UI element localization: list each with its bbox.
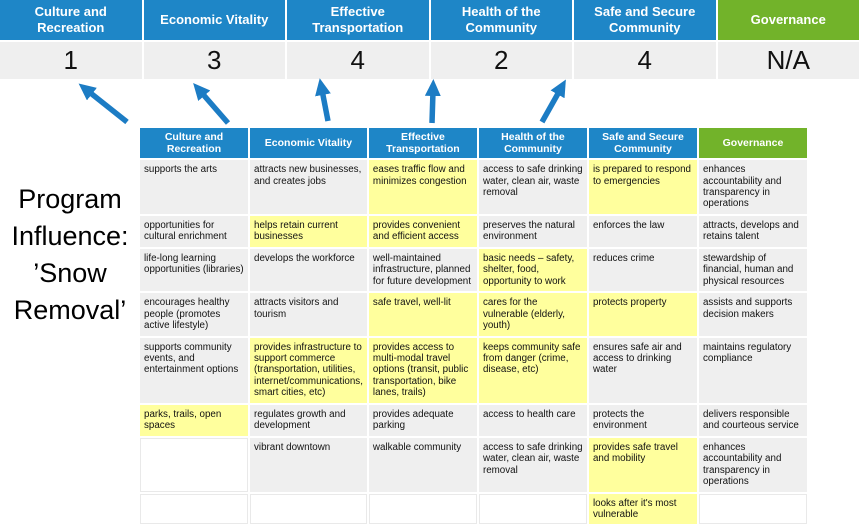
arrow-economic-icon [201,92,228,123]
influence-arrows [0,78,859,130]
matrix-cell-r1-c5: is prepared to respond to emergencies [589,160,697,214]
matrix-cell-r6-c3: provides adequate parking [369,405,477,436]
matrix-header-4: Safe and Secure Community [589,128,697,158]
matrix-cell-r8-c1 [140,494,248,524]
matrix-cell-r2-c2: helps retain current businesses [250,216,367,247]
matrix-cell-r5-c4: keeps community safe from danger (crime,… [479,338,587,403]
matrix-header-0: Culture and Recreation [140,128,248,158]
matrix-cell-r4-c6: assists and supports decision makers [699,293,807,335]
matrix-cell-r1-c2: attracts new businesses, and creates job… [250,160,367,214]
matrix-header-5: Governance [699,128,807,158]
program-title-line-0: Program [0,181,140,218]
matrix-cell-r5-c1: supports community events, and entertain… [140,338,248,403]
scoreboard-header-4: Safe and Secure Community [574,0,716,40]
matrix-cell-r3-c2: develops the workforce [250,249,367,291]
matrix-cell-r2-c4: preserves the natural environment [479,216,587,247]
matrix-cell-r6-c5: protects the environment [589,405,697,436]
scoreboard-header-3: Health of the Community [431,0,573,40]
matrix-header-2: Effective Transportation [369,128,477,158]
scoreboard-header-1: Economic Vitality [144,0,286,40]
arrow-safe-icon [542,90,560,122]
matrix-cell-r6-c2: regulates growth and development [250,405,367,436]
matrix-cell-r2-c6: attracts, develops and retains talent [699,216,807,247]
matrix-cell-r1-c3: eases traffic flow and minimizes congest… [369,160,477,214]
arrow-transportation-icon [322,90,328,121]
program-title-line-2: ’Snow [0,255,140,292]
scoreboard-header-0: Culture and Recreation [0,0,142,40]
matrix-cell-r8-c5: looks after it's most vulnerable [589,494,697,524]
matrix-cell-r4-c4: cares for the vulnerable (elderly, youth… [479,293,587,335]
matrix-cell-r3-c3: well-maintained infrastructure, planned … [369,249,477,291]
matrix-cell-r6-c4: access to health care [479,405,587,436]
matrix-cell-r4-c5: protects property [589,293,697,335]
matrix-cell-r5-c5: ensures safe air and access to drinking … [589,338,697,403]
matrix-cell-r8-c2 [250,494,367,524]
scoreboard-score-5: N/A [718,42,859,79]
matrix-cell-r5-c3: provides access to multi-modal travel op… [369,338,477,403]
matrix-cell-r1-c4: access to safe drinking water, clean air… [479,160,587,214]
matrix-cell-r4-c3: safe travel, well-lit [369,293,477,335]
scoreboard-header-5: Governance [718,0,859,40]
matrix-cell-r2-c1: opportunities for cultural enrichment [140,216,248,247]
scoreboard-score-3: 2 [431,42,573,79]
program-title-line-3: Removal’ [0,292,140,329]
matrix-cell-r2-c5: enforces the law [589,216,697,247]
matrix-cell-r3-c5: reduces crime [589,249,697,291]
matrix-cell-r2-c3: provides convenient and efficient access [369,216,477,247]
matrix-cell-r1-c6: enhances accountability and transparency… [699,160,807,214]
scoreboard-header-2: Effective Transportation [287,0,429,40]
matrix-cell-r1-c1: supports the arts [140,160,248,214]
matrix-cell-r4-c1: encourages healthy people (promotes acti… [140,293,248,335]
matrix-header-1: Economic Vitality [250,128,367,158]
matrix-cell-r4-c2: attracts visitors and tourism [250,293,367,335]
matrix-cell-r3-c6: stewardship of financial, human and phys… [699,249,807,291]
program-title-line-1: Influence: [0,218,140,255]
scoreboard-score-4: 4 [574,42,716,79]
matrix-cell-r6-c1: parks, trails, open spaces [140,405,248,436]
matrix-cell-r5-c6: maintains regulatory compliance [699,338,807,403]
matrix-cell-r8-c4 [479,494,587,524]
matrix-cell-r5-c2: provides infrastructure to support comme… [250,338,367,403]
matrix-header-3: Health of the Community [479,128,587,158]
arrow-culture-icon [88,91,127,122]
matrix-cell-r8-c6 [699,494,807,524]
scoreboard-score-1: 3 [144,42,286,79]
matrix-cell-r8-c3 [369,494,477,524]
arrow-health-icon [432,91,433,123]
scoreboard-score-2: 4 [287,42,429,79]
matrix-cell-r3-c1: life-long learning opportunities (librar… [140,249,248,291]
matrix-cell-r3-c4: basic needs – safety, shelter, food, opp… [479,249,587,291]
scoreboard-score-0: 1 [0,42,142,79]
matrix-cell-r6-c6: delivers responsible and courteous servi… [699,405,807,436]
